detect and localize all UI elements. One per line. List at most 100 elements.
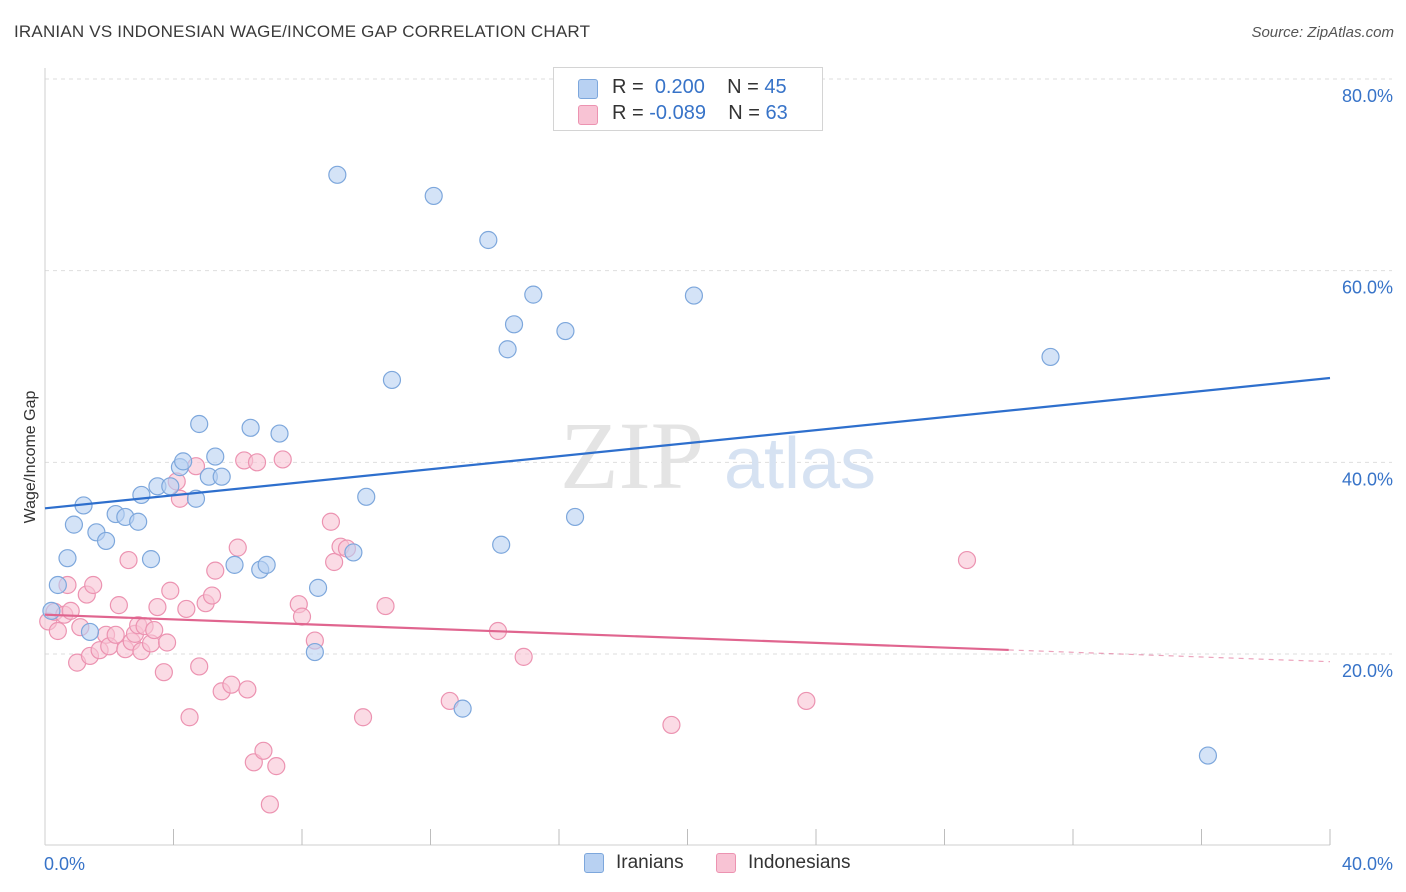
iranians-trend-line (44, 376, 1331, 510)
indonesians-swatch-icon (578, 105, 598, 125)
indonesian-point (254, 741, 273, 760)
iranian-point (64, 515, 84, 534)
iranian-point (1041, 347, 1060, 367)
indonesian-point (273, 450, 292, 469)
indonesian-point (514, 647, 533, 666)
indonesian-point (190, 657, 209, 676)
indonesian-point (84, 575, 103, 595)
indonesians-n-value: 63 (765, 102, 788, 124)
iranian-point (42, 601, 61, 620)
iranians-r-value: 0.200 (654, 76, 705, 98)
indonesian-point (292, 607, 312, 626)
legend-iranians-text: R = 0.200 N = 45 (612, 76, 787, 98)
indonesian-point (267, 757, 286, 776)
indonesians-trend-line (44, 613, 1009, 652)
indonesian-point (154, 663, 173, 682)
iranian-point (48, 575, 67, 595)
iranian-point (161, 477, 180, 496)
indonesian-point (797, 691, 816, 711)
indonesian-point (260, 795, 279, 814)
correlation-legend: R = 0.200 N = 45 R = -0.089 N = 63 (553, 67, 823, 131)
y-tick-label: 20.0% (1342, 661, 1393, 681)
iranian-point (479, 230, 498, 250)
indonesian-point (321, 512, 341, 531)
axes (44, 68, 1331, 846)
iranians-swatch-icon (578, 79, 598, 99)
iranian-point (305, 642, 324, 662)
chart-title: IRANIAN VS INDONESIAN WAGE/INCOME GAP CO… (14, 22, 591, 41)
iranian-point (212, 467, 231, 486)
indonesian-point (161, 581, 180, 600)
iranian-point (129, 512, 148, 531)
x-tick-label: 0.0% (44, 854, 85, 874)
iranian-point (492, 535, 511, 554)
indonesian-point (353, 708, 373, 727)
iranian-point (58, 549, 77, 568)
iranian-point (206, 447, 225, 466)
watermark-atlas: atlas (724, 424, 876, 504)
indonesian-point (376, 596, 395, 616)
indonesians-trend-line-extension (1008, 649, 1331, 663)
watermark: ZIP atlas (560, 402, 876, 509)
iranian-point (504, 315, 524, 334)
x-tick-label: 40.0% (1342, 854, 1393, 874)
indonesian-point (145, 620, 164, 640)
y-axis-label: Wage/Income Gap (22, 391, 39, 524)
indonesian-point (247, 453, 267, 472)
iranian-point (132, 485, 151, 505)
watermark-zip: ZIP (560, 402, 704, 509)
iranian-point (328, 165, 347, 184)
iranian-point (174, 452, 193, 471)
iranian-point (556, 321, 575, 341)
iranian-point (344, 543, 363, 562)
iranian-point (96, 531, 116, 551)
indonesian-point (109, 596, 128, 615)
iranian-point (453, 699, 472, 718)
iranian-point (498, 340, 517, 359)
iranian-point (241, 418, 260, 437)
iranians-n-value: 45 (764, 76, 787, 98)
indonesians-legend-icon (716, 853, 736, 873)
iranian-point (684, 286, 704, 305)
indonesian-point (238, 680, 257, 699)
y-tick-label: 80.0% (1342, 86, 1393, 106)
iranians-legend-icon (584, 853, 604, 873)
iranian-point (424, 186, 443, 206)
indonesian-point (157, 633, 177, 652)
indonesians-r-value: -0.089 (649, 102, 706, 124)
bottom-legend-indonesians-label: Indonesians (748, 852, 851, 873)
indonesian-point (222, 675, 241, 694)
iranian-point (225, 555, 244, 574)
iranian-point (270, 424, 289, 443)
iranian-point (190, 414, 209, 434)
indonesian-point (106, 625, 125, 644)
trend-lines (44, 376, 1331, 663)
indonesian-point (202, 586, 222, 605)
source-label: Source: ZipAtlas.com (1251, 24, 1394, 41)
indonesian-point (957, 550, 977, 570)
indonesian-point (48, 621, 67, 641)
iranian-point (1198, 746, 1218, 765)
iranian-point (141, 550, 161, 569)
indonesian-point (206, 561, 225, 580)
iranian-point (524, 285, 543, 304)
indonesian-point (119, 550, 138, 570)
bottom-legend-iranians-label: Iranians (616, 852, 684, 873)
y-tick-label: 60.0% (1342, 278, 1393, 298)
indonesian-point (148, 597, 167, 617)
iranian-point (382, 370, 402, 390)
indonesian-point (180, 708, 199, 727)
iranian-point (308, 578, 328, 597)
indonesian-point (662, 715, 681, 735)
tick-labels: 20.0% 40.0% 60.0% 80.0% 0.0% 40.0% (44, 86, 1393, 874)
gridlines (45, 78, 1392, 655)
legend-indonesians-text: R = -0.089 N = 63 (612, 102, 788, 124)
iranian-point (565, 507, 585, 527)
indonesian-point (177, 599, 196, 619)
indonesian-point (325, 552, 344, 572)
y-tick-label: 40.0% (1342, 469, 1393, 489)
indonesian-point (228, 538, 247, 557)
iranian-point (357, 487, 376, 506)
iranian-point (80, 622, 100, 642)
